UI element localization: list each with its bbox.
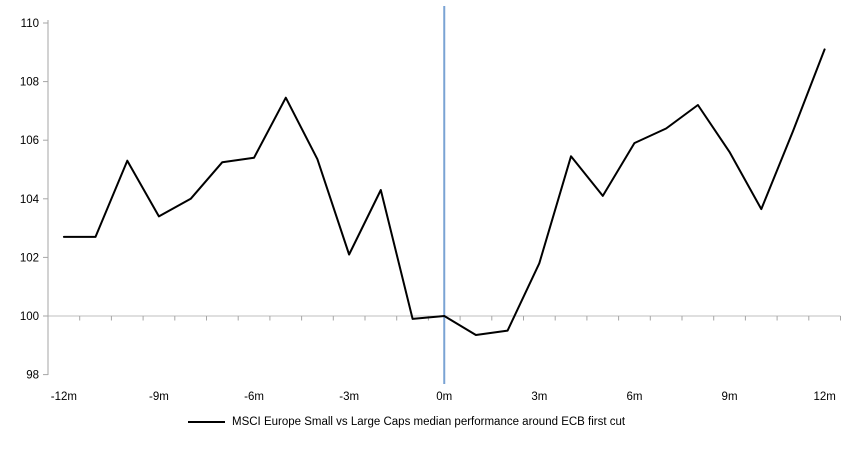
x-tick-label: 3m [531,391,547,403]
legend: MSCI Europe Small vs Large Caps median p… [188,416,625,428]
y-tick-label: 106 [20,135,39,147]
x-tick-label: -6m [244,391,264,403]
x-tick-label: -12m [51,391,77,403]
legend-label: MSCI Europe Small vs Large Caps median p… [232,416,626,428]
series-line [62,48,826,336]
x-tick-label: -9m [149,391,169,403]
y-tick-label: 98 [26,370,39,382]
x-tick-label: 6m [626,391,642,403]
x-tick-label: 9m [722,391,738,403]
y-tick-label: 100 [20,311,39,323]
x-tick-label: 12m [813,391,835,403]
legend-line-sample [188,421,225,423]
y-tick-label: 102 [20,252,39,264]
y-tick-label: 110 [21,18,39,30]
x-tick-label: -3m [339,391,359,403]
x-tick-label: 0m [436,391,452,403]
y-tick-label: 108 [20,77,39,89]
y-tick-label: 104 [20,194,40,206]
